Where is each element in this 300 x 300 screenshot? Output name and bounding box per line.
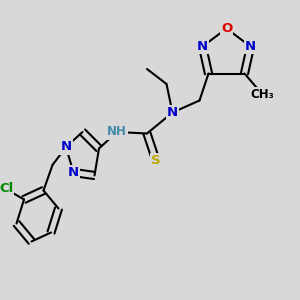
Text: N: N	[68, 166, 79, 179]
Text: N: N	[60, 140, 72, 154]
Text: N: N	[197, 40, 208, 53]
Text: N: N	[245, 40, 256, 53]
Text: N: N	[167, 106, 178, 119]
Text: NH: NH	[107, 125, 127, 139]
Text: Cl: Cl	[0, 182, 13, 196]
Text: CH₃: CH₃	[250, 88, 274, 101]
Text: O: O	[221, 22, 232, 35]
Text: S: S	[151, 154, 161, 167]
